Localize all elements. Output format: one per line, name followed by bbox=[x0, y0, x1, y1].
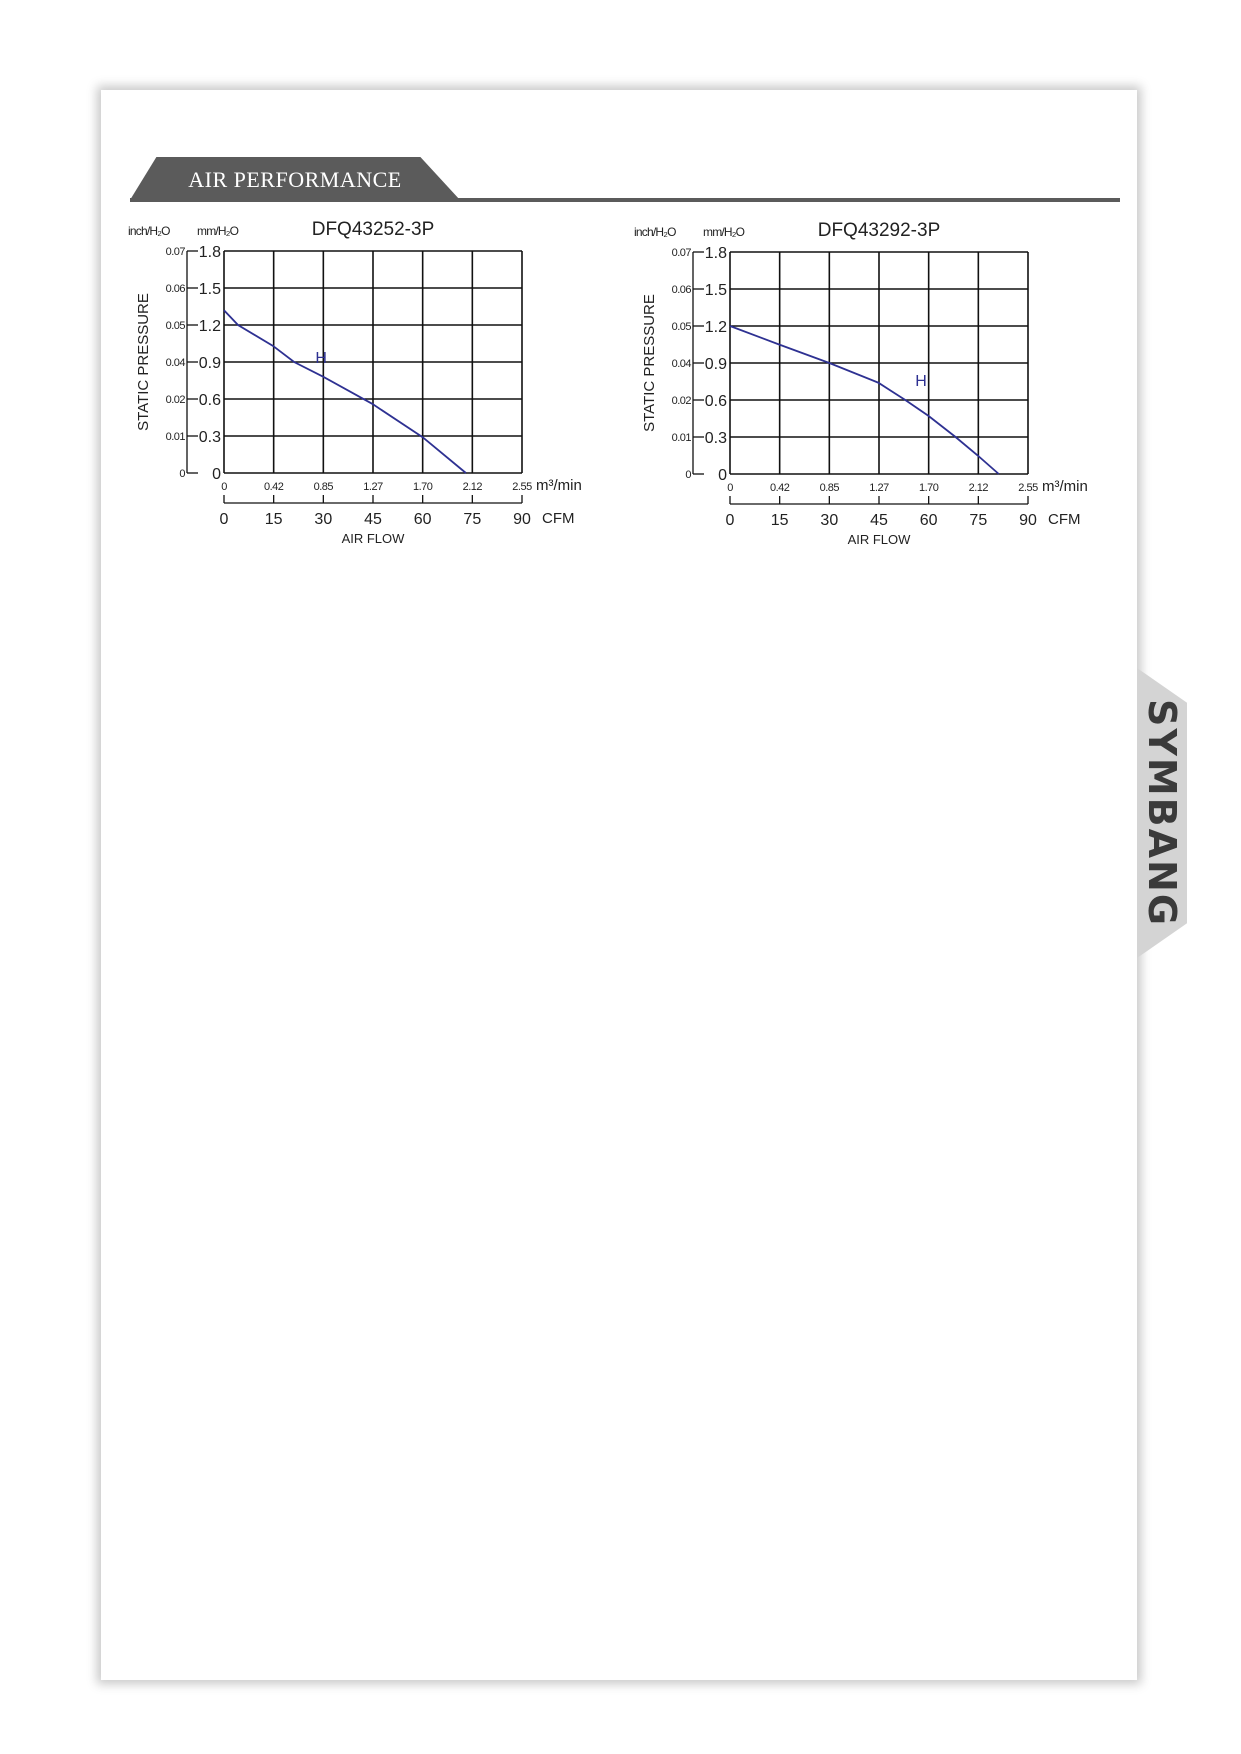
x-tick-label-m3: 0 bbox=[221, 481, 227, 493]
x-unit-label-m3: m³/min bbox=[1042, 478, 1088, 495]
x-tick-label-cfm: 60 bbox=[920, 512, 938, 529]
y-tick-label-inch: 0.04 bbox=[672, 358, 692, 370]
x-axis-label: AIR FLOW bbox=[342, 531, 406, 546]
x-tick-label-m3: 0.42 bbox=[264, 481, 284, 493]
x-tick-label-m3: 1.70 bbox=[413, 481, 433, 493]
x-tick-label-m3: 0.42 bbox=[770, 482, 790, 494]
x-axis-label: AIR FLOW bbox=[848, 532, 912, 547]
y-tick-label-inch: 0 bbox=[179, 468, 185, 480]
series-label: H bbox=[915, 373, 927, 390]
performance-chart-2: DFQ43292-3P inch/H₂O mm/H₂O STATIC PRESSURE… bbox=[634, 220, 1088, 547]
y-tick-label-inch: 0.05 bbox=[672, 321, 692, 333]
x-tick-label-cfm: 75 bbox=[969, 512, 987, 529]
y-tick-label-mm: 1.5 bbox=[199, 281, 221, 298]
y-unit-inch-label: inch/H₂O bbox=[128, 224, 170, 238]
x-tick-label-cfm: 75 bbox=[463, 511, 481, 528]
brand-logo: SYMBANG bbox=[1140, 698, 1184, 928]
y-tick-label-inch: 0.01 bbox=[166, 431, 186, 443]
x-tick-label-cfm: 30 bbox=[820, 512, 838, 529]
x-tick-label-m3: 1.27 bbox=[363, 481, 383, 493]
y-tick-label-mm: 0.6 bbox=[199, 392, 221, 409]
y-tick-label-inch: 0.07 bbox=[166, 246, 186, 258]
x-tick-label-m3: 0.85 bbox=[820, 482, 840, 494]
x-tick-label-m3: 2.12 bbox=[969, 482, 989, 494]
y-tick-label-mm: 1.8 bbox=[705, 245, 727, 262]
x-tick-label-m3: 2.55 bbox=[512, 481, 532, 493]
y-axis-label: STATIC PRESSURE bbox=[641, 294, 658, 432]
y-tick-label-inch: 0.06 bbox=[672, 284, 692, 296]
y-tick-label-mm: 1.5 bbox=[705, 282, 727, 299]
section-header-tab bbox=[130, 157, 460, 200]
x-tick-label-m3: 0.85 bbox=[314, 481, 334, 493]
y-tick-label-mm: 1.2 bbox=[705, 319, 727, 336]
x-unit-label-m3: m³/min bbox=[536, 477, 582, 494]
x-tick-label-m3: 1.70 bbox=[919, 482, 939, 494]
y-unit-inch-label: inch/H₂O bbox=[634, 225, 676, 239]
y-axis-label: STATIC PRESSURE bbox=[135, 293, 152, 431]
x-unit-label-cfm: CFM bbox=[1048, 511, 1081, 528]
x-tick-label-cfm: 30 bbox=[314, 511, 332, 528]
x-tick-label-m3: 2.12 bbox=[463, 481, 483, 493]
series-line-h bbox=[223, 309, 467, 474]
x-tick-label-cfm: 0 bbox=[220, 511, 229, 528]
y-tick-label-inch: 0.02 bbox=[166, 394, 186, 406]
y-unit-mm-label: mm/H₂O bbox=[197, 224, 239, 238]
y-tick-label-mm: 0.3 bbox=[199, 429, 221, 446]
y-tick-label-mm: 1.8 bbox=[199, 244, 221, 261]
y-tick-label-mm: 0.9 bbox=[705, 356, 727, 373]
y-tick-label-mm: 0 bbox=[212, 466, 221, 483]
series-line-h bbox=[729, 325, 1000, 475]
series-label: H bbox=[315, 350, 327, 367]
chart-title: DFQ43292-3P bbox=[818, 220, 941, 241]
y-tick-label-mm: 0.6 bbox=[705, 393, 727, 410]
y-tick-label-inch: 0.05 bbox=[166, 320, 186, 332]
x-unit-label-cfm: CFM bbox=[542, 510, 575, 527]
x-tick-label-cfm: 45 bbox=[870, 512, 888, 529]
x-tick-label-cfm: 60 bbox=[414, 511, 432, 528]
x-tick-label-cfm: 45 bbox=[364, 511, 382, 528]
y-unit-mm-label: mm/H₂O bbox=[703, 225, 745, 239]
y-tick-label-mm: 1.2 bbox=[199, 318, 221, 335]
x-tick-label-m3: 1.27 bbox=[869, 482, 889, 494]
y-tick-label-inch: 0.01 bbox=[672, 432, 692, 444]
chart-title: DFQ43252-3P bbox=[312, 219, 435, 240]
section-title: AIR PERFORMANCE bbox=[188, 167, 402, 192]
x-tick-label-cfm: 0 bbox=[726, 512, 735, 529]
brand-side-tab bbox=[1137, 668, 1187, 958]
x-tick-label-cfm: 90 bbox=[1019, 512, 1037, 529]
y-tick-label-inch: 0.07 bbox=[672, 247, 692, 259]
y-tick-label-mm: 0.9 bbox=[199, 355, 221, 372]
section-divider bbox=[130, 198, 1120, 202]
x-tick-label-m3: 2.55 bbox=[1018, 482, 1038, 494]
y-tick-label-mm: 0 bbox=[718, 467, 727, 484]
y-tick-label-inch: 0.04 bbox=[166, 357, 186, 369]
y-tick-label-inch: 0.02 bbox=[672, 395, 692, 407]
y-tick-label-mm: 0.3 bbox=[705, 430, 727, 447]
x-tick-label-m3: 0 bbox=[727, 482, 733, 494]
x-tick-label-cfm: 15 bbox=[265, 511, 283, 528]
x-tick-label-cfm: 15 bbox=[771, 512, 789, 529]
x-tick-label-cfm: 90 bbox=[513, 511, 531, 528]
y-tick-label-inch: 0.06 bbox=[166, 283, 186, 295]
y-tick-label-inch: 0 bbox=[685, 469, 691, 481]
performance-chart-1: DFQ43252-3P inch/H₂O mm/H₂O STATIC PRESSURE… bbox=[128, 219, 582, 546]
